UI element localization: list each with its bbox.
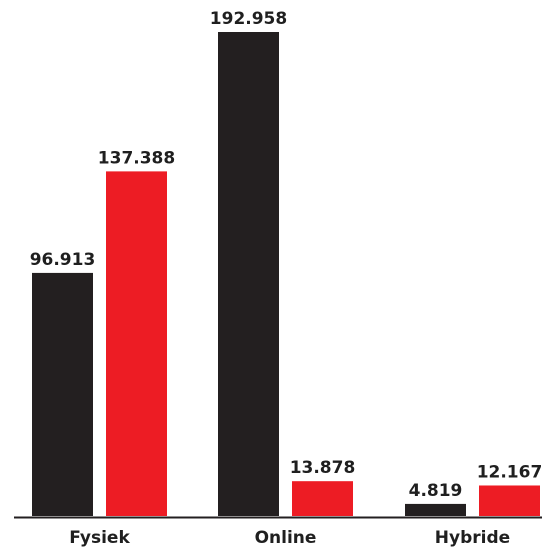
value-label-fysiek-series-2: 137.388	[98, 148, 175, 168]
bar-online-series-1	[218, 32, 279, 516]
category-label-fysiek: Fysiek	[69, 528, 130, 548]
value-label-hybride-series-2: 12.167	[477, 462, 542, 482]
bars-layer	[32, 32, 540, 517]
category-label-online: Online	[255, 528, 317, 548]
category-labels-layer: Fysiek Online Hybride	[69, 528, 510, 548]
value-label-hybride-series-1: 4.819	[409, 481, 463, 501]
value-label-online-series-2: 13.878	[290, 458, 356, 478]
value-label-fysiek-series-1: 96.913	[30, 250, 96, 270]
category-label-hybride: Hybride	[435, 528, 510, 548]
bar-fysiek-series-1	[32, 272, 93, 516]
bar-online-series-2	[292, 481, 353, 516]
bar-fysiek-series-2	[106, 171, 167, 517]
bar-hybride-series-1	[405, 503, 466, 516]
bar-hybride-series-2	[479, 485, 540, 516]
value-label-online-series-1: 192.958	[210, 9, 287, 29]
value-labels-layer: 96.913 137.388 192.958 13.878 4.819 12.167	[30, 9, 542, 501]
